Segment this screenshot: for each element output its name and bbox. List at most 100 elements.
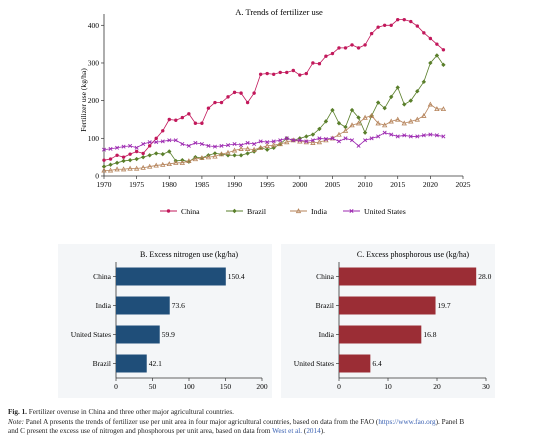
data-point <box>258 139 263 144</box>
data-point <box>324 54 328 58</box>
y-tick-label: 200 <box>88 96 100 105</box>
category-label: China <box>316 272 335 281</box>
panel-a-title: A. Trends of fertilizer use <box>235 7 323 17</box>
data-point <box>389 94 394 100</box>
y-tick-label: 100 <box>88 134 100 143</box>
panel-a-y-ticks: 0 100 200 300 400 <box>88 21 104 181</box>
data-point <box>389 23 393 28</box>
panel-c-bars: China 28.0 Brazil 19.7 India 16.8 United State… <box>294 267 492 391</box>
bar <box>339 325 422 344</box>
data-point <box>108 146 113 151</box>
data-point <box>232 153 237 158</box>
data-point <box>421 112 427 118</box>
panel-c-background <box>281 244 495 398</box>
data-point <box>232 90 237 95</box>
data-point <box>317 62 322 66</box>
data-point <box>257 144 264 150</box>
data-point <box>160 139 165 144</box>
data-point <box>415 24 420 28</box>
x-tick-label: 2000 <box>292 180 307 189</box>
data-point <box>101 147 107 152</box>
data-point <box>192 156 199 162</box>
data-point <box>343 124 348 130</box>
data-point <box>310 140 316 145</box>
bar-value-label: 6.4 <box>372 359 382 368</box>
data-point <box>402 17 406 22</box>
caption-note-3: and C present the excess use of nitrogen… <box>8 427 271 436</box>
legend-label: United States <box>364 207 406 216</box>
data-point <box>317 126 322 132</box>
data-point <box>409 19 413 24</box>
data-point <box>330 51 335 56</box>
x-tick-label: 30 <box>482 382 490 391</box>
data-point <box>415 134 420 139</box>
data-point <box>265 140 270 145</box>
caption-line-3: and C present the excess use of nitrogen… <box>8 427 548 437</box>
data-point <box>213 100 217 105</box>
data-point <box>108 162 113 167</box>
category-label: China <box>93 272 112 281</box>
data-point <box>120 166 127 172</box>
legend-marker <box>232 208 237 214</box>
citation-year-link[interactable]: 2014 <box>306 427 321 436</box>
x-tick-label: 50 <box>149 382 157 391</box>
bar <box>339 267 477 286</box>
x-tick-label: 200 <box>256 382 268 391</box>
data-point <box>252 141 257 146</box>
data-point <box>408 118 414 124</box>
data-point <box>173 138 178 143</box>
bar-value-label: 150.4 <box>228 272 245 281</box>
data-point <box>284 139 290 145</box>
data-point <box>376 25 380 29</box>
data-point <box>134 145 139 150</box>
data-point <box>206 106 211 110</box>
panel-b-title: B. Excess nitrogen use (kg/ha) <box>140 250 238 259</box>
x-tick-label: 100 <box>183 382 195 391</box>
panel-a-legend: China Brazil India United States <box>160 207 406 216</box>
west-citation-link[interactable]: West et al. <box>272 427 303 436</box>
data-point <box>114 166 120 172</box>
data-point <box>317 136 322 141</box>
data-point <box>277 141 283 147</box>
data-point <box>271 142 277 148</box>
bar-value-label: 73.6 <box>172 301 185 310</box>
bar-value-label: 16.8 <box>423 330 436 339</box>
data-point <box>245 151 250 156</box>
data-point <box>440 106 447 112</box>
bar-value-label: 19.7 <box>438 301 451 310</box>
data-point <box>297 138 302 143</box>
data-point <box>226 95 230 99</box>
data-point <box>369 31 374 36</box>
data-point <box>264 143 270 148</box>
data-point <box>375 100 381 105</box>
data-point <box>154 151 159 156</box>
data-point <box>200 121 204 125</box>
data-point <box>369 136 374 141</box>
data-point <box>434 53 440 58</box>
data-point <box>434 106 440 112</box>
data-point <box>408 98 413 103</box>
data-point <box>422 31 426 35</box>
data-point <box>291 68 295 73</box>
bar-value-label: 59.9 <box>162 330 175 339</box>
category-label: United States <box>294 359 334 368</box>
data-point <box>356 46 361 50</box>
data-point <box>173 159 179 165</box>
data-point <box>298 73 302 77</box>
legend-marker <box>295 208 302 214</box>
data-point <box>323 137 328 142</box>
data-point <box>336 139 342 144</box>
panel-c-title: C. Excess phosphorous use (kg/ha) <box>357 250 470 259</box>
x-tick-label: 1970 <box>97 180 112 189</box>
caption-label: Fig. 1. <box>8 408 27 416</box>
data-point <box>147 144 152 148</box>
data-point <box>350 138 355 143</box>
bar <box>116 325 160 344</box>
data-point <box>389 132 394 137</box>
data-point <box>304 71 309 76</box>
data-point <box>153 162 159 168</box>
data-point <box>355 120 362 126</box>
panel-a: A. Trends of fertilizer use Fertilizer u… <box>79 7 471 216</box>
data-point <box>330 136 335 141</box>
fao-link[interactable]: https://www.fao.org <box>378 417 436 426</box>
